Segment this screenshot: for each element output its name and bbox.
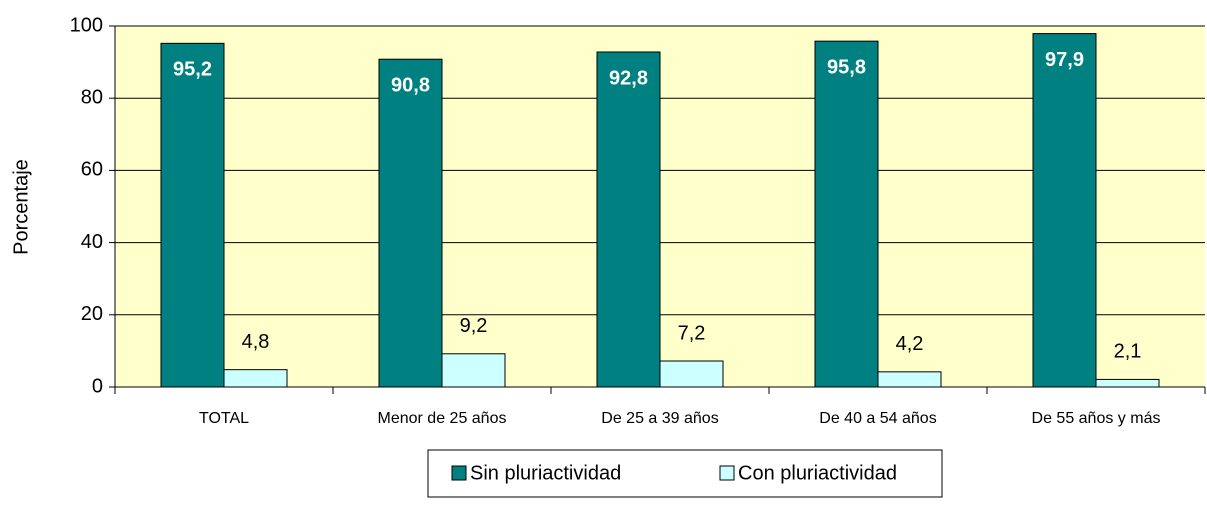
bar	[1095, 378, 1160, 388]
value-label: 2,1	[1114, 341, 1142, 363]
y-tick-label: 100	[70, 14, 103, 36]
value-label: 95,2	[173, 59, 212, 81]
y-tick-label: 0	[92, 375, 103, 397]
bar	[877, 371, 942, 388]
x-tick-label: De 25 a 39 años	[601, 410, 718, 427]
x-tick-label: De 55 años y más	[1032, 410, 1161, 427]
x-tick-label: Menor de 25 años	[378, 410, 507, 427]
value-label: 90,8	[391, 74, 430, 96]
value-label: 97,9	[1045, 49, 1084, 71]
y-tick-label: 20	[81, 303, 103, 325]
x-tick-label: De 40 a 54 años	[819, 410, 936, 427]
bar	[378, 58, 443, 388]
legend-label: Con pluriactividad	[738, 462, 897, 484]
value-label: 92,8	[609, 67, 648, 89]
y-tick-label: 80	[81, 86, 103, 108]
bar	[223, 369, 288, 388]
y-tick-label: 40	[81, 231, 103, 253]
value-label: 4,2	[896, 333, 924, 355]
legend-box	[427, 449, 943, 498]
value-label: 4,8	[242, 331, 270, 353]
bar	[596, 51, 661, 388]
y-axis-label: Porcentaje	[10, 159, 32, 255]
bar	[160, 42, 225, 388]
bar	[659, 360, 724, 388]
bar	[1032, 33, 1097, 388]
value-label: 9,2	[460, 315, 488, 337]
bar	[441, 353, 506, 388]
legend-label: Sin pluriactividad	[470, 462, 621, 484]
value-label: 95,8	[827, 56, 866, 78]
y-tick-label: 60	[81, 159, 103, 181]
legend-swatch	[451, 465, 467, 481]
bar	[814, 40, 879, 388]
value-label: 7,2	[678, 322, 706, 344]
x-tick-label: TOTAL	[199, 410, 249, 427]
legend-swatch	[719, 465, 735, 481]
